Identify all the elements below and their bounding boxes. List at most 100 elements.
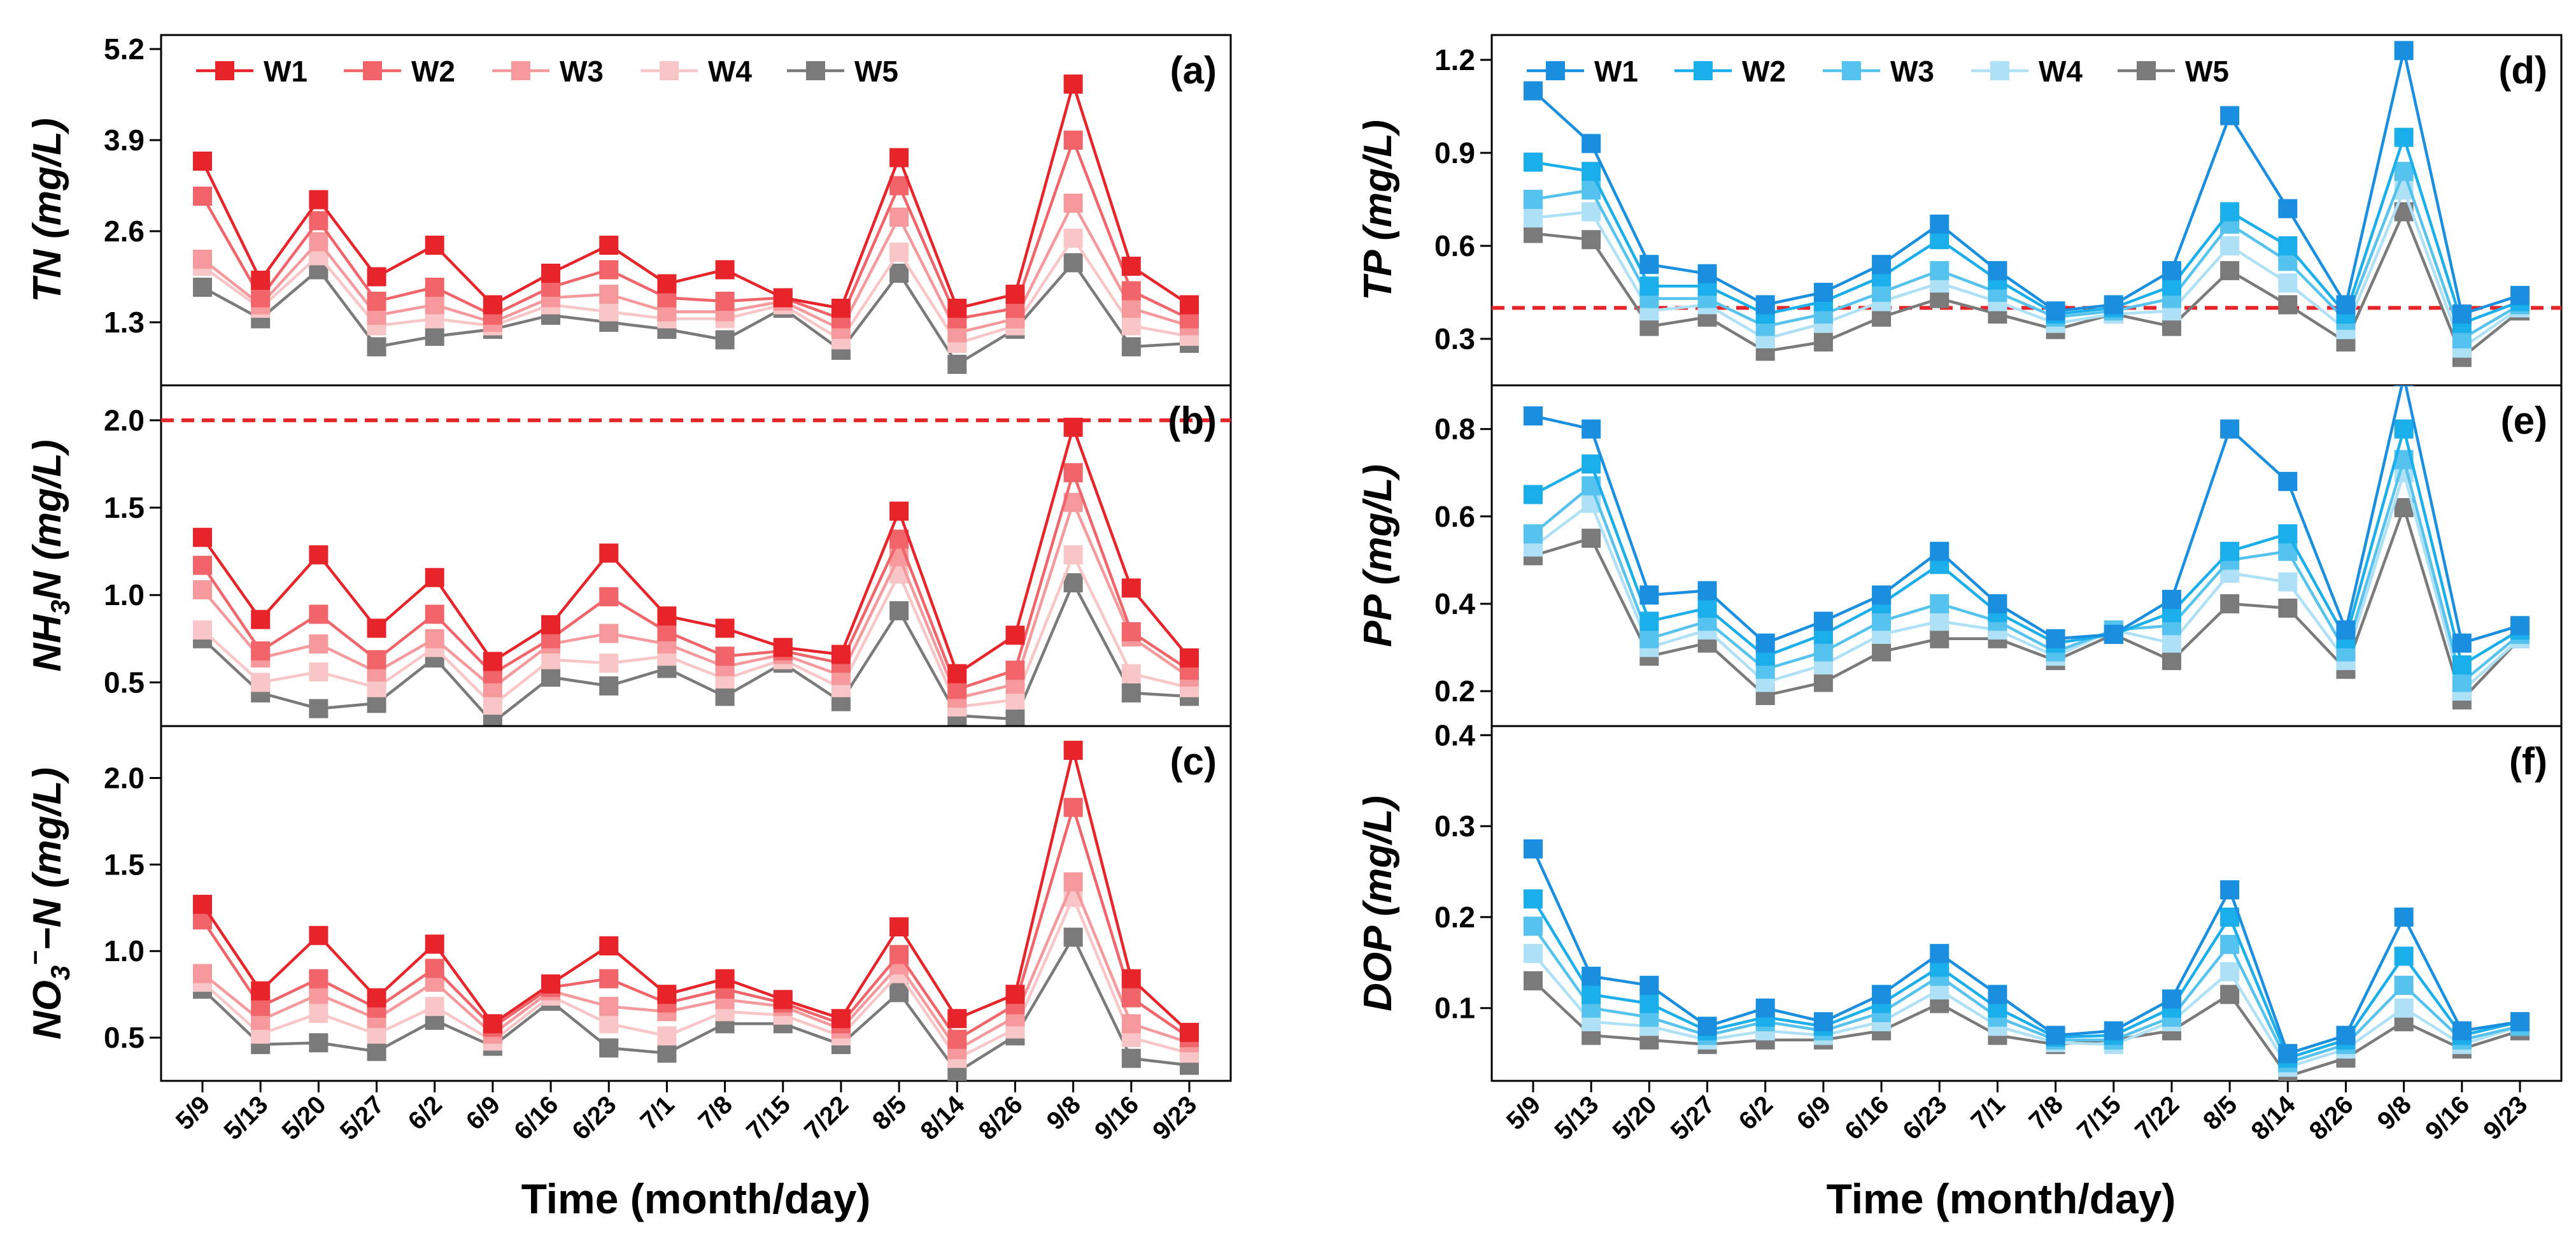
data-point-w1 [1697,1017,1717,1036]
data-point-w3 [309,634,329,654]
data-point-w1 [251,981,271,1001]
data-point-w3 [425,295,444,315]
data-point-w3 [1813,642,1833,662]
data-point-w4 [425,997,444,1017]
data-point-w2 [1121,622,1141,641]
data-point-w1 [2394,385,2414,387]
y-tick-label: 1.2 [1434,43,1475,76]
data-point-w3 [1639,629,1659,648]
data-point-w1 [193,894,212,914]
data-point-w3 [599,285,619,304]
data-point-w2 [425,278,444,297]
data-point-w5 [1121,1048,1141,1068]
data-point-w1 [715,969,735,989]
x-tick-label: 7/15 [2072,1090,2127,1145]
data-point-w5 [599,1038,619,1058]
x-tick-label: 7/15 [741,1090,796,1145]
plot-area [1524,385,2530,710]
data-point-w5 [309,1033,329,1053]
data-point-w4 [1063,229,1083,248]
x-tick-label: 5/27 [335,1090,390,1145]
data-point-w1 [309,190,329,210]
series-line-w2 [1532,898,2521,1060]
legend-label-w5: W5 [2185,55,2229,88]
data-point-w1 [831,299,851,318]
series-line-w1 [201,79,1191,310]
data-point-w1 [541,264,561,283]
data-point-w1 [1813,1012,1833,1032]
y-tick-label: 5.2 [104,32,145,66]
data-point-w5 [1813,332,1833,352]
legend-marker-w1 [1546,61,1565,80]
data-point-w3 [1063,872,1083,892]
x-tick-label: 7/22 [2130,1090,2184,1145]
data-point-w5 [1063,253,1083,273]
data-point-w3 [193,580,212,599]
data-point-w2 [2394,127,2414,147]
legend-marker-w3 [511,61,530,80]
data-point-w2 [1524,889,1543,909]
data-point-w1 [1180,295,1199,315]
data-point-w1 [1639,585,1659,605]
legend-label-w3: W3 [1890,55,1934,88]
data-point-w4 [1582,202,1601,222]
data-point-w5 [1930,629,1950,648]
data-point-w2 [309,604,329,624]
data-point-w1 [2278,199,2298,218]
series-line-w1 [1532,385,2521,645]
panel-a: 1.3 2.6 3.9 5.2 (a) TN (mg/L) W1 W2 W3 W4 W5 [25,32,1232,387]
series-line-w1 [201,422,1191,676]
data-point-w1 [425,934,444,954]
y-tick-label: 0.8 [1434,413,1475,446]
data-point-w1 [1755,998,1775,1018]
x-tick-label: 9/16 [1089,1090,1144,1145]
data-point-w3 [309,232,329,252]
data-point-w1 [2510,285,2530,305]
data-point-w1 [2046,629,2065,648]
data-point-w5 [657,1043,677,1063]
data-point-w3 [1524,917,1543,936]
data-point-w1 [773,638,793,657]
data-point-w2 [309,211,329,231]
y-axis-title-rest: N (mg/L) [25,439,69,599]
x-tick-label: 7/8 [693,1090,738,1135]
panel-f: 0.1 0.2 0.3 0.4 (f) DOP (mg/L) 5/9 5/13 5/20 5/27… [1356,718,2563,1145]
data-point-w1 [1524,81,1543,101]
data-point-w5 [2162,651,2181,671]
plot-area [193,75,1199,374]
x-tick-label: 8/5 [867,1090,912,1135]
data-point-w5 [889,983,909,1003]
data-point-w5 [1524,971,1543,990]
panel-c: 0.5 1.0 1.5 2.0 (c) NO3−−N (mg/L) 5/9 5/13 5/20 5… [22,725,1232,1145]
panel-d: 0.3 0.6 0.9 1.2 (d) TP (mg/L) W1 W2 W3 W4 W5 [1356,34,2563,387]
y-axis-title: PP (mg/L) [1356,464,1400,647]
data-point-w1 [483,1014,502,1034]
legend: W1 W2 W3 W4 W5 [196,55,898,88]
data-point-w2 [599,260,619,280]
series-line-w1 [1532,50,2521,316]
data-point-w1 [2104,1021,2123,1041]
data-point-w1 [1005,285,1025,304]
data-point-w1 [1121,969,1141,989]
data-point-w2 [251,641,271,661]
series-line-w4 [201,235,1190,345]
legend-marker-w1 [215,61,234,80]
data-point-w5 [2220,261,2240,280]
data-point-w1 [2220,419,2240,439]
data-point-w3 [1121,1014,1141,1034]
data-point-w3 [1524,189,1543,209]
x-axis-title-left: Time (month/day) [521,1175,871,1222]
x-tick-label: 6/9 [1792,1090,1836,1135]
data-point-w1 [1121,257,1141,276]
data-point-w1 [193,152,212,171]
data-point-w3 [1930,594,1950,613]
legend-marker-w5 [2137,61,2156,80]
data-point-w5 [2278,295,2298,315]
data-point-w2 [2220,202,2240,222]
data-point-w1 [947,299,967,318]
data-point-w1 [1988,594,2007,613]
data-point-w2 [1063,131,1083,150]
data-point-w1 [1524,406,1543,426]
data-point-w2 [367,292,386,311]
series-line-w1 [1531,848,2521,1055]
